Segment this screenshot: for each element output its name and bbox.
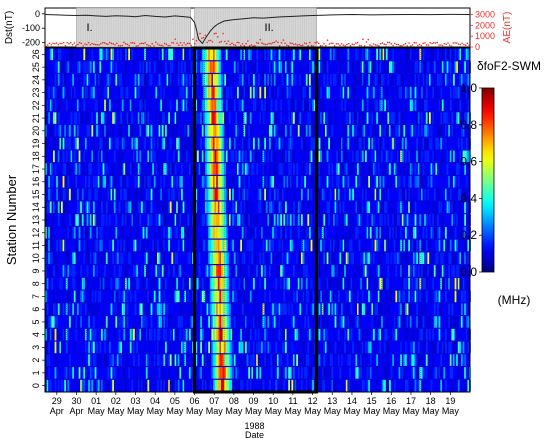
- colorbar-title: δfoF2-SWM: [477, 59, 541, 73]
- station-heatmap-panel: 0123456789101112131415161718192021222324…: [4, 46, 471, 440]
- date-tick-month: May: [442, 406, 460, 416]
- dst-tick-label: 0: [35, 9, 40, 19]
- date-tick-month: May: [343, 406, 361, 416]
- year-label: 1988: [244, 421, 264, 431]
- ae-tick-label: 1000: [475, 31, 495, 41]
- date-tick-month: May: [245, 406, 263, 416]
- date-axis-label: Date: [245, 430, 264, 440]
- station-tick-label: 10: [31, 253, 41, 263]
- date-tick-month: May: [127, 406, 145, 416]
- station-tick-label: 9: [31, 268, 41, 273]
- date-tick-day: 10: [268, 396, 278, 406]
- station-tick-label: 2: [31, 358, 41, 363]
- date-tick-month: May: [284, 406, 302, 416]
- date-tick-day: 01: [91, 396, 101, 406]
- colorbar-tick-label: 1.0: [460, 81, 477, 95]
- station-tick-label: 12: [31, 228, 41, 238]
- date-tick-month: May: [363, 406, 381, 416]
- station-tick-label: 4: [31, 332, 41, 337]
- date-tick-day: 04: [150, 396, 160, 406]
- dst-axis-label: Dst(nT): [4, 11, 15, 44]
- station-tick-label: 13: [31, 215, 41, 225]
- date-tick-month: May: [206, 406, 224, 416]
- station-tick-label: 8: [31, 281, 41, 286]
- station-tick-label: 25: [31, 62, 41, 72]
- station-tick-label: 16: [31, 177, 41, 187]
- ae-tick-label: 0: [475, 42, 480, 52]
- shaded-interval-2: [194, 7, 317, 48]
- ae-tick-label: 3000: [475, 10, 495, 20]
- colorbar-unit: (MHz): [498, 293, 531, 307]
- station-tick-label: 0: [31, 383, 41, 388]
- date-tick-month: Apr: [50, 406, 64, 416]
- date-tick-month: Apr: [69, 406, 83, 416]
- colorbar-tick-label: 0.8: [460, 118, 477, 132]
- station-tick-label: 17: [31, 164, 41, 174]
- station-tick-label: 19: [31, 139, 41, 149]
- date-tick-month: May: [147, 406, 165, 416]
- date-tick-month: May: [422, 406, 440, 416]
- date-tick-day: 13: [327, 396, 337, 406]
- station-tick-label: 20: [31, 126, 41, 136]
- dst-tick-label: -200: [22, 38, 40, 48]
- date-tick-day: 02: [111, 396, 121, 406]
- colorbar-tick-label: 0.4: [460, 191, 477, 205]
- station-tick-label: 15: [31, 190, 41, 200]
- colorbar-tick-label: 0.6: [460, 155, 477, 169]
- date-tick-day: 29: [52, 396, 62, 406]
- date-tick-day: 19: [445, 396, 455, 406]
- dst-series-line: [44, 13, 471, 45]
- date-tick-month: May: [186, 406, 204, 416]
- station-tick-label: 18: [31, 151, 41, 161]
- date-tick-month: May: [265, 406, 283, 416]
- date-tick-day: 06: [190, 396, 200, 406]
- date-tick-day: 16: [386, 396, 396, 406]
- date-tick-month: May: [107, 406, 125, 416]
- station-tick-label: 7: [31, 294, 41, 299]
- date-tick-month: May: [88, 406, 106, 416]
- station-tick-label: 22: [31, 100, 41, 110]
- date-tick-month: May: [166, 406, 184, 416]
- ae-tick-label: 2000: [475, 20, 495, 30]
- storm-highlight-box: [193, 46, 319, 394]
- interval-label-2: II.: [265, 22, 274, 34]
- date-tick-month: May: [225, 406, 243, 416]
- interval-label-1: I.: [86, 22, 92, 34]
- date-tick-month: May: [383, 406, 401, 416]
- date-tick-month: May: [324, 406, 342, 416]
- date-tick-day: 17: [406, 396, 416, 406]
- colorbar: δfoF2-SWM 1.0 0.8 0.6 0.4 0.2 0.0 (MHz): [460, 59, 541, 307]
- dst-tick-label: -100: [22, 23, 40, 33]
- colorbar-gradient: [481, 87, 495, 273]
- station-tick-label: 5: [31, 319, 41, 324]
- station-tick-label: 6: [31, 307, 41, 312]
- date-tick-day: 30: [71, 396, 81, 406]
- ae-axis-label: AE(nT): [502, 12, 513, 44]
- station-tick-label: 11: [31, 241, 41, 250]
- date-tick-day: 09: [249, 396, 259, 406]
- date-tick-day: 08: [229, 396, 239, 406]
- station-tick-label: 26: [31, 49, 41, 59]
- date-tick-day: 12: [308, 396, 318, 406]
- date-tick-day: 03: [131, 396, 141, 406]
- date-tick-day: 05: [170, 396, 180, 406]
- colorbar-tick-label: 0.0: [460, 265, 477, 279]
- date-tick-day: 14: [347, 396, 357, 406]
- colorbar-tick-label: 0.2: [460, 228, 477, 242]
- station-tick-label: 1: [31, 370, 41, 375]
- date-tick-day: 07: [209, 396, 219, 406]
- station-axis-label: Station Number: [4, 174, 19, 265]
- station-tick-label: 21: [31, 113, 41, 123]
- station-tick-label: 14: [31, 202, 41, 212]
- date-tick-day: 15: [367, 396, 377, 406]
- station-tick-label: 3: [31, 345, 41, 350]
- station-tick-label: 23: [31, 88, 41, 98]
- date-tick-day: 11: [288, 396, 297, 406]
- date-tick-day: 18: [426, 396, 436, 406]
- station-tick-label: 24: [31, 75, 41, 85]
- date-tick-month: May: [304, 406, 322, 416]
- date-tick-month: May: [402, 406, 420, 416]
